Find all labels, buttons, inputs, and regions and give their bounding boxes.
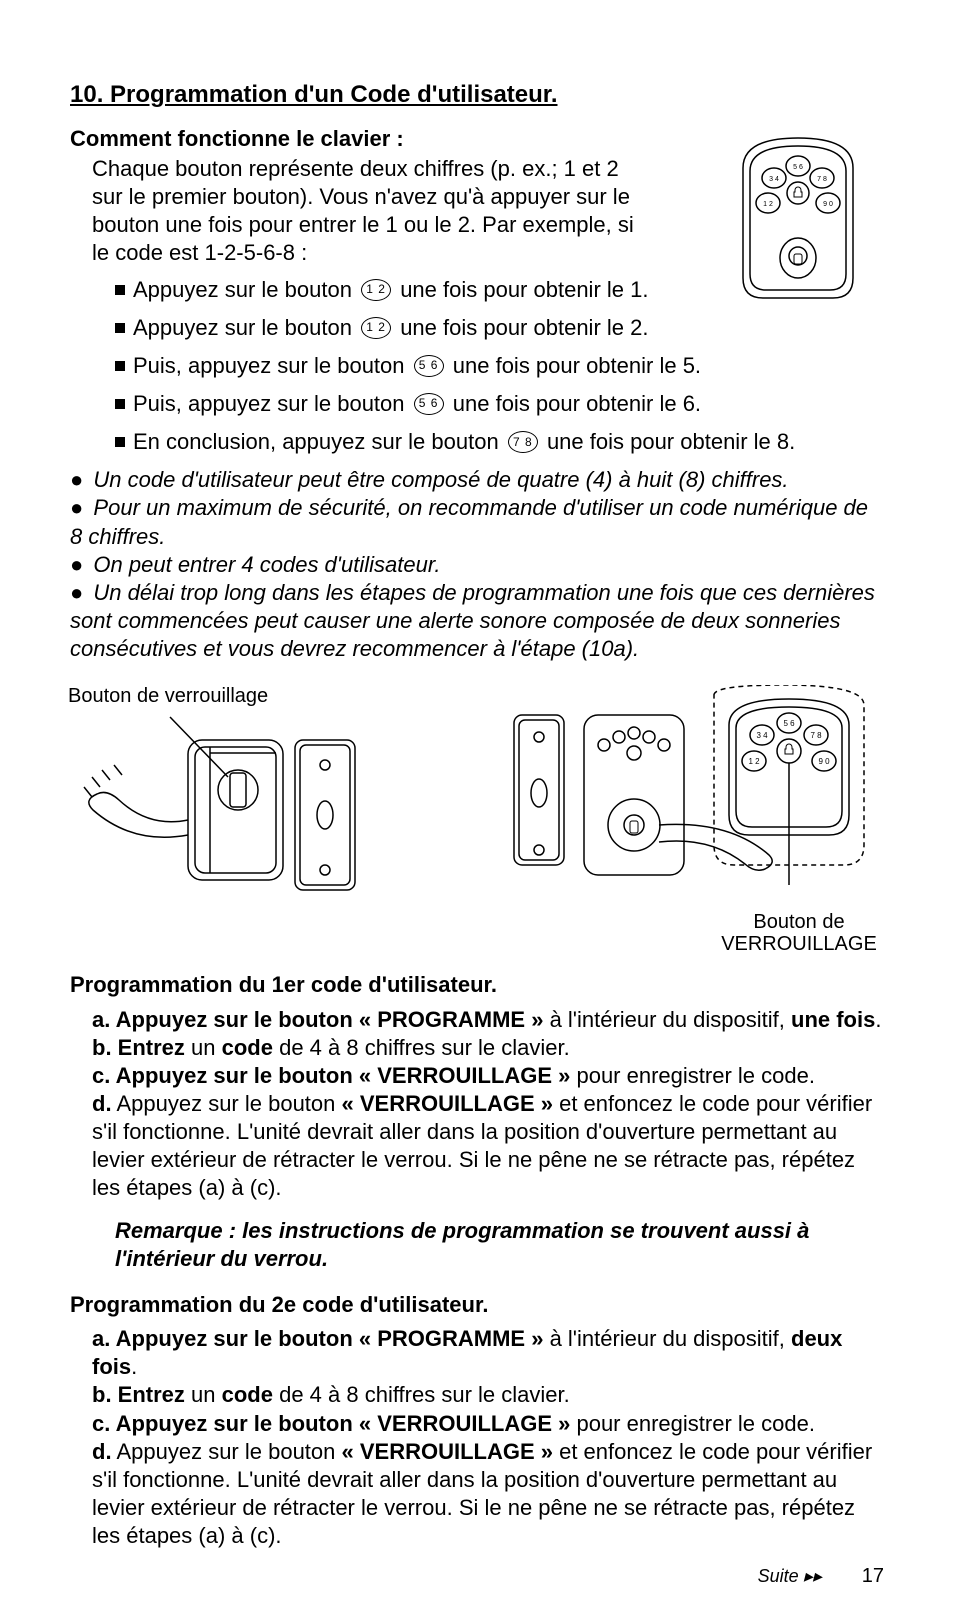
notes-block: ● Un code d'utilisateur peut être compos… — [70, 466, 884, 663]
bullet-post: une fois pour obtenir le 5. — [453, 352, 701, 380]
square-bullet-icon — [115, 437, 125, 447]
intro-paragraph: Chaque bouton représente deux chiffres (… — [92, 155, 652, 268]
note-item: ● Pour un maximum de sécurité, on recomm… — [70, 494, 884, 550]
key-button-icon: 1 2 — [361, 317, 391, 339]
step-bold: d. — [92, 1091, 112, 1116]
bullet-post: une fois pour obtenir le 1. — [400, 276, 648, 304]
step-bold: « VERROUILLAGE » — [342, 1091, 553, 1116]
step-bold: a. Appuyez sur le bouton « PROGRAMME » — [92, 1007, 543, 1032]
svg-text:9 0: 9 0 — [823, 201, 833, 208]
bullet-pre: En conclusion, appuyez sur le bouton — [133, 428, 499, 456]
step-bold: c. Appuyez sur le bouton « VERROUILLAGE … — [92, 1063, 570, 1088]
step-b: b. Entrez un code de 4 à 8 chiffres sur … — [92, 1381, 884, 1409]
continuation-label: Suite ▸▸ — [758, 1565, 822, 1588]
bullet-pre: Puis, appuyez sur le bouton — [133, 390, 405, 418]
step-bold: d. — [92, 1439, 112, 1464]
step-text: Appuyez sur le bouton — [112, 1439, 342, 1464]
step-d: d. Appuyez sur le bouton « VERROUILLAGE … — [92, 1090, 884, 1203]
step-text: de 4 à 8 chiffres sur le clavier. — [273, 1382, 570, 1407]
step-bold: b. Entrez — [92, 1382, 185, 1407]
step-bold: b. Entrez — [92, 1035, 185, 1060]
key-button-icon: 5 6 — [414, 393, 444, 415]
svg-text:7 8: 7 8 — [817, 176, 827, 183]
svg-text:1 2: 1 2 — [748, 757, 760, 766]
step-bold: c. Appuyez sur le bouton « VERROUILLAGE … — [92, 1411, 570, 1436]
svg-text:5 6: 5 6 — [783, 719, 795, 728]
bullet-pre: Appuyez sur le bouton — [133, 276, 352, 304]
page-footer: Suite ▸▸ 17 — [758, 1564, 884, 1590]
prog1-heading: Programmation du 1er code d'utilisateur. — [70, 971, 884, 999]
keypad-illustration-top: 3 4 5 6 7 8 1 2 9 0 — [728, 128, 868, 328]
note-item: ● Un code d'utilisateur peut être compos… — [70, 466, 884, 494]
diagram-right-label: Bouton de VERROUILLAGE — [714, 911, 884, 955]
step-bold: code — [222, 1382, 273, 1407]
diagram-label-text: Bouton de VERROUILLAGE — [721, 911, 877, 955]
step-d: d. Appuyez sur le bouton « VERROUILLAGE … — [92, 1438, 884, 1551]
bullet-item: En conclusion, appuyez sur le bouton 7 8… — [115, 428, 884, 456]
svg-text:1 2: 1 2 — [763, 201, 773, 208]
prog1-steps: a. Appuyez sur le bouton « PROGRAMME » à… — [92, 1006, 884, 1203]
key-button-icon: 1 2 — [361, 279, 391, 301]
square-bullet-icon — [115, 361, 125, 371]
step-text: à l'intérieur du dispositif, — [543, 1326, 791, 1351]
step-a: a. Appuyez sur le bouton « PROGRAMME » à… — [92, 1325, 884, 1381]
step-text: de 4 à 8 chiffres sur le clavier. — [273, 1035, 570, 1060]
note-item: ● Un délai trop long dans les étapes de … — [70, 579, 884, 663]
bullet-pre: Puis, appuyez sur le bouton — [133, 352, 405, 380]
svg-text:3 4: 3 4 — [769, 176, 779, 183]
step-c: c. Appuyez sur le bouton « VERROUILLAGE … — [92, 1410, 884, 1438]
bullet-post: une fois pour obtenir le 8. — [547, 428, 795, 456]
step-bold: code — [222, 1035, 273, 1060]
step-a: a. Appuyez sur le bouton « PROGRAMME » à… — [92, 1006, 884, 1034]
step-bold: « VERROUILLAGE » — [342, 1439, 553, 1464]
square-bullet-icon — [115, 399, 125, 409]
lever-exterior-svg: 3 4 5 6 7 8 1 2 9 0 — [504, 685, 884, 945]
bullet-pre: Appuyez sur le bouton — [133, 314, 352, 342]
diagram-left-label: Bouton de verrouillage — [68, 685, 268, 707]
svg-text:3 4: 3 4 — [756, 731, 768, 740]
svg-text:7 8: 7 8 — [810, 731, 822, 740]
key-button-icon: 7 8 — [508, 431, 538, 453]
note-text: On peut entrer 4 codes d'utilisateur. — [93, 552, 440, 577]
step-text: un — [185, 1035, 222, 1060]
step-text: pour enregistrer le code. — [570, 1411, 815, 1436]
note-item: ● On peut entrer 4 codes d'utilisateur. — [70, 551, 884, 579]
diagram-right: 3 45 67 8 1 29 0 Bouton de VERROUILLAGE — [504, 685, 884, 945]
step-c: c. Appuyez sur le bouton « VERROUILLAGE … — [92, 1062, 884, 1090]
remark-note: Remarque : les instructions de programma… — [115, 1217, 884, 1273]
lever-interior-svg — [70, 685, 410, 915]
svg-text:9 0: 9 0 — [818, 757, 830, 766]
step-text: pour enregistrer le code. — [570, 1063, 815, 1088]
step-text: un — [185, 1382, 222, 1407]
svg-text:5 6: 5 6 — [793, 164, 803, 171]
step-text: . — [875, 1007, 881, 1032]
diagram-row: Bouton de verrouillage — [70, 685, 884, 945]
key-button-icon: 5 6 — [414, 355, 444, 377]
step-text: . — [131, 1354, 137, 1379]
bullet-item: Puis, appuyez sur le bouton 5 6 une fois… — [115, 352, 884, 380]
bullet-post: une fois pour obtenir le 6. — [453, 390, 701, 418]
step-b: b. Entrez un code de 4 à 8 chiffres sur … — [92, 1034, 884, 1062]
diagram-left: Bouton de verrouillage — [70, 685, 410, 915]
keypad-svg: 3 4 5 6 7 8 1 2 9 0 — [728, 128, 868, 328]
step-bold: a. Appuyez sur le bouton « PROGRAMME » — [92, 1326, 543, 1351]
step-bold: une fois — [791, 1007, 875, 1032]
step-text: à l'intérieur du dispositif, — [543, 1007, 791, 1032]
square-bullet-icon — [115, 323, 125, 333]
note-text: Pour un maximum de sécurité, on recomman… — [70, 495, 868, 548]
prog2-steps: a. Appuyez sur le bouton « PROGRAMME » à… — [92, 1325, 884, 1550]
section-heading: 10. Programmation d'un Code d'utilisateu… — [70, 80, 884, 111]
bullet-post: une fois pour obtenir le 2. — [400, 314, 648, 342]
page-number: 17 — [862, 1564, 884, 1590]
note-text: Un délai trop long dans les étapes de pr… — [70, 580, 875, 661]
note-text: Un code d'utilisateur peut être composé … — [93, 467, 788, 492]
square-bullet-icon — [115, 285, 125, 295]
bullet-item: Puis, appuyez sur le bouton 5 6 une fois… — [115, 390, 884, 418]
prog2-heading: Programmation du 2e code d'utilisateur. — [70, 1291, 884, 1319]
step-text: Appuyez sur le bouton — [112, 1091, 342, 1116]
suite-text: Suite — [758, 1566, 799, 1586]
diagram-label-text: Bouton de verrouillage — [68, 685, 268, 707]
